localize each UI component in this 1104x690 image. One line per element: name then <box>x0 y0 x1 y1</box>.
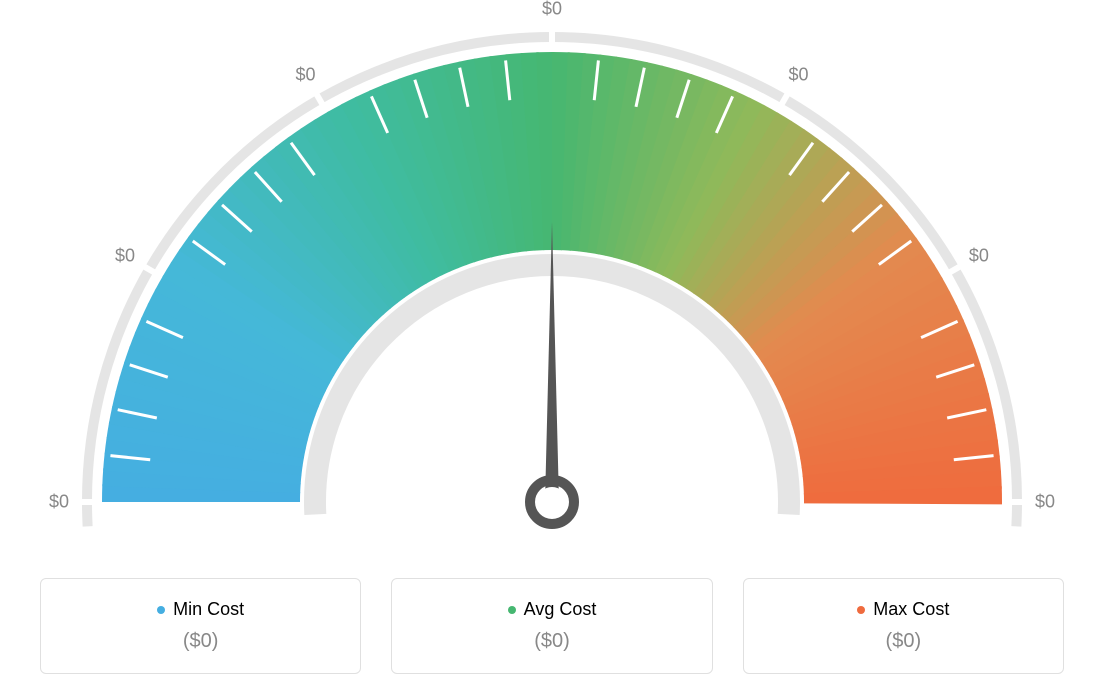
legend-card-min: Min Cost ($0) <box>40 578 361 674</box>
gauge-svg <box>0 0 1104 560</box>
legend-value-min: ($0) <box>183 630 219 653</box>
gauge-tick-label: $0 <box>115 245 135 266</box>
legend-label-min: Min Cost <box>173 599 244 620</box>
gauge-area: $0 $0 $0 $0 $0 $0 $0 <box>0 0 1104 560</box>
legend-dot-min <box>157 606 165 614</box>
legend-card-avg: Avg Cost ($0) <box>391 578 712 674</box>
gauge-tick-label: $0 <box>542 0 562 20</box>
legend-value-avg: ($0) <box>534 630 570 653</box>
legend-card-max: Max Cost ($0) <box>743 578 1064 674</box>
gauge-tick-label: $0 <box>969 245 989 266</box>
legend-dot-max <box>857 606 865 614</box>
gauge-tick-label: $0 <box>295 65 315 86</box>
chart-container: $0 $0 $0 $0 $0 $0 $0 Min Cost ($0) Avg Cost ($… <box>0 0 1104 690</box>
legend-value-max: ($0) <box>886 630 922 653</box>
legend-row: Min Cost ($0) Avg Cost ($0) Max Cost ($0… <box>40 578 1064 674</box>
legend-dot-avg <box>508 606 516 614</box>
gauge-tick-label: $0 <box>49 492 69 513</box>
legend-label-max: Max Cost <box>873 599 949 620</box>
gauge-tick-label: $0 <box>1035 492 1055 513</box>
legend-title-max: Max Cost <box>857 599 949 620</box>
legend-label-avg: Avg Cost <box>524 599 597 620</box>
legend-title-min: Min Cost <box>157 599 244 620</box>
gauge-tick-label: $0 <box>788 65 808 86</box>
legend-title-avg: Avg Cost <box>508 599 597 620</box>
